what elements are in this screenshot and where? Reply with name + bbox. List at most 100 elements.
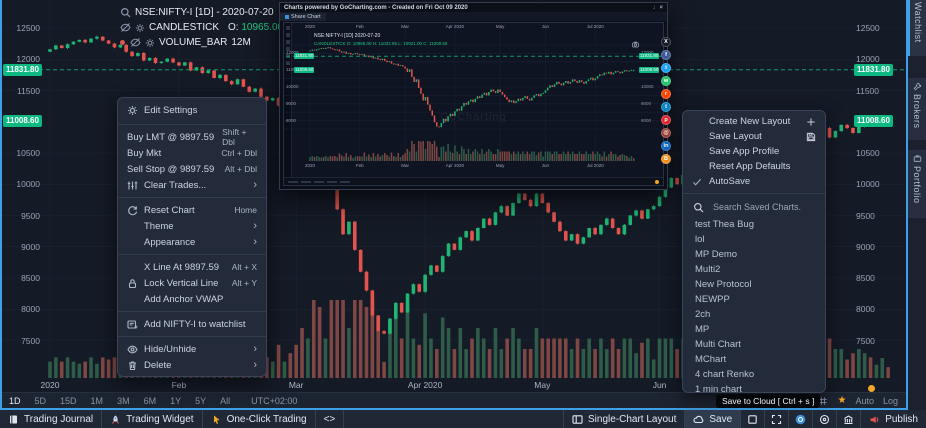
menu-item-edit-settings[interactable]: Edit Settings [118, 101, 266, 120]
close-icon[interactable]: × [659, 4, 663, 11]
expand-icon [772, 414, 782, 424]
share-pinterest-icon[interactable]: p [661, 115, 671, 125]
single-chart-layout-button[interactable]: Single-Chart Layout [563, 410, 684, 428]
menu-item-clear-trades[interactable]: Clear Trades... › [118, 177, 266, 193]
auto-scale-toggle[interactable]: Auto [855, 395, 874, 406]
saved-chart-1-min-chart[interactable]: 1 min chart [695, 384, 742, 393]
range-all[interactable]: All [220, 395, 231, 406]
side-tab-portfolio[interactable]: Portfolio [908, 150, 926, 218]
side-tab-brokers[interactable]: Brokers [908, 78, 926, 140]
menu-item-autosave[interactable]: AutoSave [683, 174, 825, 189]
menu-item-add-anchor-vwap[interactable]: Add Anchor VWAP [144, 293, 224, 305]
legend-volume-row[interactable]: VOLUME_BAR 12M [120, 35, 467, 50]
menu-item-sell-stop-9897-59[interactable]: Sell Stop @ 9897.59 Alt + Dbl [127, 163, 257, 175]
layout-menu: Create New Layout Save Layout Save App Pro… [682, 110, 826, 393]
eye-off-icon[interactable] [130, 37, 141, 48]
wrench-icon [913, 82, 921, 91]
range-1d[interactable]: 1D [9, 395, 21, 406]
share-telegram-icon[interactable]: t [661, 102, 671, 112]
eye-off-icon[interactable] [120, 22, 131, 33]
share-blogger-icon[interactable]: B [661, 154, 671, 164]
save-button[interactable]: Save [684, 410, 741, 428]
lock-icon [128, 278, 137, 288]
chevron-right-icon: › [253, 220, 257, 232]
trading-journal-button[interactable]: Trading Journal [0, 410, 103, 428]
share-email-icon[interactable]: @ [661, 128, 671, 138]
side-tab-watchlist[interactable]: Watchlist [908, 0, 926, 56]
menu-item-save-app-profile[interactable]: Save App Profile [709, 146, 780, 157]
symbol-search-icon[interactable] [120, 7, 131, 18]
download-icon[interactable]: ↓ [652, 4, 656, 11]
range-15d[interactable]: 15D [60, 395, 77, 406]
share-linkedin-icon[interactable]: in [661, 141, 671, 151]
menu-item-delete[interactable]: Delete › [118, 357, 266, 373]
saved-chart-mp[interactable]: MP [695, 324, 710, 335]
bank-button[interactable] [836, 410, 860, 428]
saved-chart-mchart[interactable]: MChart [695, 354, 727, 365]
saved-chart-test-thea-bug[interactable]: test Thea Bug [695, 219, 754, 230]
expand-button[interactable] [764, 410, 788, 428]
gear-icon[interactable] [145, 38, 155, 48]
range-3m[interactable]: 3M [117, 395, 130, 406]
share-x-icon[interactable]: X [661, 37, 671, 47]
camera-circle-icon [795, 414, 806, 424]
menu-item-create-new-layout[interactable]: Create New Layout [683, 114, 825, 129]
share-facebook-icon[interactable]: f [661, 50, 671, 60]
time-tick: Apr 2020 [407, 380, 443, 390]
saved-chart-multi2[interactable]: Multi2 [695, 264, 721, 275]
saved-charts-search-input[interactable] [711, 201, 811, 213]
menu-item-hide-unhide[interactable]: Hide/Unhide › [118, 341, 266, 357]
time-axis[interactable]: 2020 Feb Mar Apr 2020 May Jun [2, 380, 906, 394]
camera-circle-button[interactable] [788, 410, 812, 428]
trading-widget-button[interactable]: Trading Widget [102, 410, 203, 428]
menu-item-save-layout[interactable]: Save Layout [683, 129, 825, 144]
menu-item-theme[interactable]: Theme › [144, 220, 257, 232]
timezone-label[interactable]: UTC+02:00 [251, 395, 298, 406]
range-6m[interactable]: 6M [143, 395, 157, 406]
share-reddit-icon[interactable]: r [661, 89, 671, 99]
share-window-titlebar: Charts powered by GoCharting.com - Creat… [280, 3, 667, 12]
target-button[interactable] [812, 410, 836, 428]
one-click-trading-button[interactable]: One-Click Trading [203, 410, 316, 428]
saved-chart-4-chart-renko[interactable]: 4 chart Renko [695, 369, 755, 380]
menu-item-buy-mkt[interactable]: Buy Mkt Ctrl + Dbl [127, 147, 257, 159]
saved-chart-new-protocol[interactable]: New Protocol [695, 279, 752, 290]
tab-share-chart[interactable]: Share Chart [280, 13, 326, 21]
range-1m[interactable]: 1M [90, 395, 104, 406]
target-icon [820, 414, 830, 424]
save-tooltip: Save to Cloud [ Ctrl + s ] [716, 394, 821, 408]
saved-chart-lol[interactable]: lol [695, 234, 705, 245]
legend-symbol-row[interactable]: NSE:NIFTY-I [1D] - 2020-07-20 [120, 5, 467, 20]
saved-chart-multi-chart[interactable]: Multi Chart [695, 339, 741, 350]
publish-button[interactable]: Publish [860, 410, 926, 428]
saved-chart-mp-demo[interactable]: MP Demo [695, 249, 738, 260]
chevron-right-icon: › [253, 343, 257, 355]
saved-chart-2ch[interactable]: 2ch [695, 309, 711, 320]
range-5d[interactable]: 5D [34, 395, 47, 406]
share-chart-preview: 2020 Feb Mar Apr 2020 May Jun Jul 2020 NSE:NIF… [283, 22, 667, 186]
gear-icon[interactable] [135, 23, 145, 33]
-button[interactable]: <> [316, 410, 345, 428]
menu-item-reset-chart[interactable]: Reset Chart Home [118, 202, 266, 218]
grid-settings-icon[interactable] [818, 396, 828, 406]
menu-item-reset-app-defaults[interactable]: Reset App Defaults [709, 161, 791, 172]
share-whatsapp-icon[interactable]: w [661, 76, 671, 86]
saved-chart-newpp[interactable]: NEWPP [695, 294, 730, 305]
bank-icon [844, 414, 853, 424]
menu-item-buy-lmt-9897-59[interactable]: Buy LMT @ 9897.59 Shift + Dbl [127, 127, 247, 147]
go-to-realtime-dot[interactable] [868, 385, 875, 392]
square-button[interactable] [740, 410, 764, 428]
favorite-star-icon[interactable]: ★ [837, 395, 847, 406]
menu-item-add-nifty-i-to-watchlist[interactable]: Add NIFTY-I to watchlist [118, 316, 266, 332]
range-1y[interactable]: 1Y [170, 395, 182, 406]
check-icon [693, 178, 702, 185]
menu-item-lock-vertical-line[interactable]: Lock Vertical Line Alt + Y [118, 275, 266, 291]
mini-price-badge: 11008.60 [639, 67, 660, 74]
menu-item-appearance[interactable]: Appearance › [144, 236, 257, 248]
share-twitter-icon[interactable]: t [661, 63, 671, 73]
log-scale-toggle[interactable]: Log [882, 395, 898, 406]
range-5y[interactable]: 5Y [195, 395, 207, 406]
megaphone-icon [870, 416, 879, 423]
menu-item-x-line-at-9897-59[interactable]: X Line At 9897.59 Alt + X [144, 261, 257, 273]
